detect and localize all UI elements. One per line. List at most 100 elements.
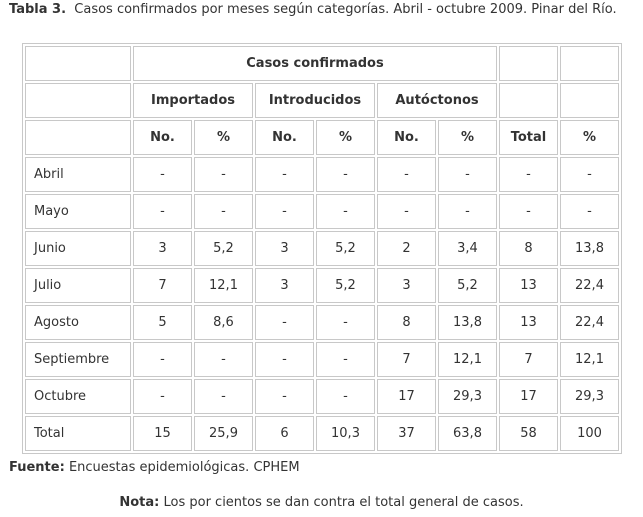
- table-cell: 3: [255, 268, 314, 303]
- empty-header-cell: [25, 46, 131, 81]
- sub-header: No.: [377, 120, 436, 155]
- table-cell: 7: [377, 342, 436, 377]
- table-cell: 8: [499, 231, 558, 266]
- caption-text: Casos confirmados por meses según catego…: [74, 2, 617, 17]
- cases-table: Casos confirmados Importados Introducido…: [22, 43, 622, 454]
- table-cell: -: [316, 157, 375, 192]
- table-cell: -: [194, 342, 253, 377]
- empty-header-cell: [560, 83, 619, 118]
- table-cell: 63,8: [438, 416, 497, 451]
- empty-header-cell: [25, 83, 131, 118]
- table-cell: 5: [133, 305, 192, 340]
- sub-header: No.: [133, 120, 192, 155]
- header-row-3: No. % No. % No. % Total %: [25, 120, 619, 155]
- empty-header-cell: [499, 46, 558, 81]
- table-cell: 22,4: [560, 305, 619, 340]
- table-cell: -: [499, 194, 558, 229]
- footnote: Nota: Los por cientos se dan contra el t…: [0, 495, 643, 510]
- sub-header: %: [560, 120, 619, 155]
- table-row: Mayo - - - - - - - -: [25, 194, 619, 229]
- table-cell: 7: [133, 268, 192, 303]
- table-cell: 5,2: [316, 268, 375, 303]
- row-label: Octubre: [25, 379, 131, 414]
- row-label: Abril: [25, 157, 131, 192]
- table-cell: -: [255, 379, 314, 414]
- table-cell: -: [133, 342, 192, 377]
- table-cell: 29,3: [560, 379, 619, 414]
- table-cell: -: [194, 157, 253, 192]
- table-cell: 5,2: [194, 231, 253, 266]
- table-caption: Tabla 3. Casos confirmados por meses seg…: [9, 2, 639, 18]
- table-cell: 13: [499, 305, 558, 340]
- sub-header: No.: [255, 120, 314, 155]
- sub-header: %: [438, 120, 497, 155]
- category-header-introducidos: Introducidos: [255, 83, 375, 118]
- table-cell: 5,2: [316, 231, 375, 266]
- table-row: Total 15 25,9 6 10,3 37 63,8 58 100: [25, 416, 619, 451]
- table-cell: 8: [377, 305, 436, 340]
- row-label: Junio: [25, 231, 131, 266]
- header-row-2: Importados Introducidos Autóctonos: [25, 83, 619, 118]
- table-row: Junio 3 5,2 3 5,2 2 3,4 8 13,8: [25, 231, 619, 266]
- table-row: Septiembre - - - -7 12,1 7 12,1: [25, 342, 619, 377]
- table-cell: 12,1: [194, 268, 253, 303]
- table-cell: 25,9: [194, 416, 253, 451]
- table-cell: -: [194, 194, 253, 229]
- table-cell: 12,1: [438, 342, 497, 377]
- table-cell: 7: [499, 342, 558, 377]
- table-cell: -: [133, 379, 192, 414]
- table-cell: 13,8: [438, 305, 497, 340]
- table-cell: -: [438, 157, 497, 192]
- category-header-autoctonos: Autóctonos: [377, 83, 497, 118]
- table-cell: -: [377, 157, 436, 192]
- source-label: Fuente:: [9, 460, 65, 475]
- table-cell: 10,3: [316, 416, 375, 451]
- caption-label: Tabla 3.: [9, 2, 67, 17]
- row-label: Julio: [25, 268, 131, 303]
- table-cell: -: [377, 194, 436, 229]
- table-cell: 15: [133, 416, 192, 451]
- table-cell: 8,6: [194, 305, 253, 340]
- sub-header: %: [316, 120, 375, 155]
- category-header-importados: Importados: [133, 83, 253, 118]
- header-row-1: Casos confirmados: [25, 46, 619, 81]
- sub-header: Total: [499, 120, 558, 155]
- table-cell: 37: [377, 416, 436, 451]
- table-cell: -: [560, 194, 619, 229]
- table-cell: -: [255, 342, 314, 377]
- row-label: Septiembre: [25, 342, 131, 377]
- footnote-text: Los por cientos se dan contra el total g…: [163, 495, 524, 510]
- table-cell: -: [316, 305, 375, 340]
- table-cell: 58: [499, 416, 558, 451]
- table-cell: 22,4: [560, 268, 619, 303]
- table-cell: 100: [560, 416, 619, 451]
- empty-header-cell: [25, 120, 131, 155]
- sub-header: %: [194, 120, 253, 155]
- table-cell: -: [255, 305, 314, 340]
- table-body: Abril - - - - - - - - Mayo - - - - - - - - Junio 3 5,2 3 5,2 2 3…: [25, 157, 619, 451]
- table-cell: 5,2: [438, 268, 497, 303]
- table-cell: -: [438, 194, 497, 229]
- group-header: Casos confirmados: [133, 46, 497, 81]
- table-cell: 12,1: [560, 342, 619, 377]
- table-cell: 17: [377, 379, 436, 414]
- table-cell: -: [133, 194, 192, 229]
- table-row: Octubre - - - -17 29,3 17 29,3: [25, 379, 619, 414]
- source-note: Fuente: Encuestas epidemiológicas. CPHEM: [9, 460, 300, 475]
- table-cell: 13: [499, 268, 558, 303]
- table-row: Abril - - - - - - - -: [25, 157, 619, 192]
- table-cell: 2: [377, 231, 436, 266]
- table-cell: 3: [133, 231, 192, 266]
- table-cell: 3: [255, 231, 314, 266]
- table-cell: -: [316, 379, 375, 414]
- table-cell: -: [316, 194, 375, 229]
- table-cell: -: [255, 194, 314, 229]
- table-row: Julio 7 12,1 3 5,2 3 5,2 13 22,4: [25, 268, 619, 303]
- table-cell: -: [499, 157, 558, 192]
- empty-header-cell: [560, 46, 619, 81]
- table-row: Agosto 5 8,6- -8 13,8 13 22,4: [25, 305, 619, 340]
- row-label: Agosto: [25, 305, 131, 340]
- table-cell: -: [255, 157, 314, 192]
- footnote-label: Nota:: [119, 495, 160, 510]
- empty-header-cell: [499, 83, 558, 118]
